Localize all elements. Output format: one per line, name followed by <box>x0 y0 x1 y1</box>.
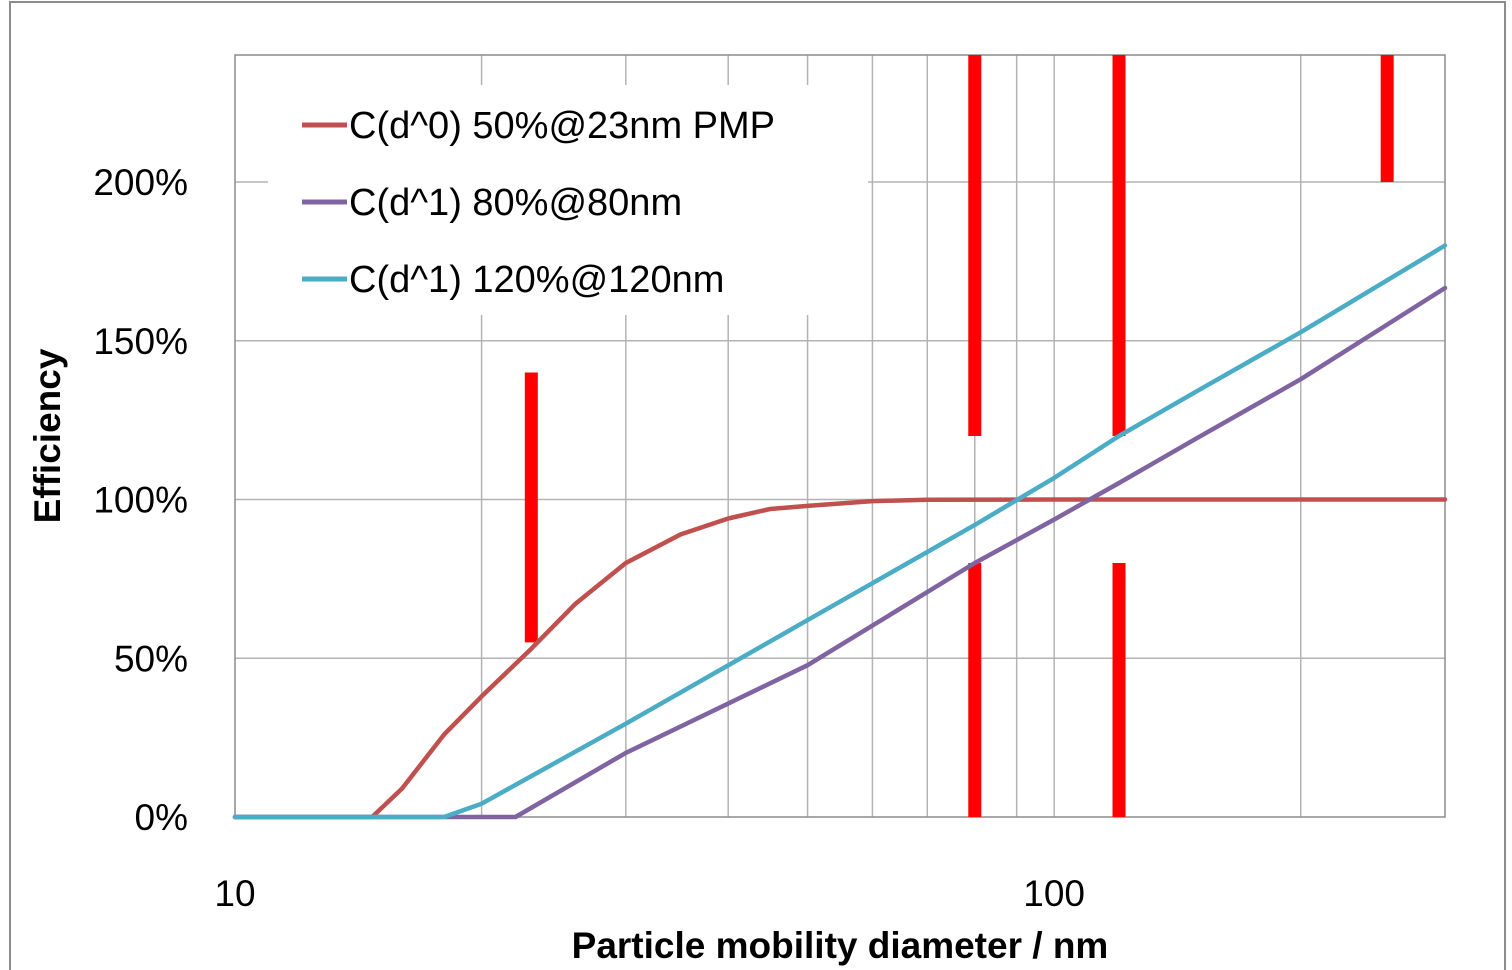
series-line <box>232 243 1448 820</box>
y-tick-label: 200% <box>93 162 188 203</box>
legend-entries: C(d^0) 50%@23nm PMP C(d^1) 80%@80nm C(d^1)… <box>302 105 775 301</box>
x-tick-labels: 10 100 <box>214 873 1085 914</box>
legend-box <box>268 85 868 315</box>
legend: C(d^0) 50%@23nm PMP C(d^1) 80%@80nm C(d^1)… <box>268 85 868 315</box>
y-tick-labels: 0% 50% 100% 150% 200% <box>93 162 188 838</box>
x-tick-label: 10 <box>214 873 255 914</box>
marker-bars <box>524 55 1394 817</box>
legend-label: C(d^1) 80%@80nm <box>349 182 682 224</box>
y-tick-label: 100% <box>93 480 188 521</box>
y-tick-label: 0% <box>135 797 188 838</box>
series-line <box>232 497 1448 820</box>
series-lines <box>232 243 1448 820</box>
x-tick-label: 100 <box>1023 873 1085 914</box>
plot-area-border <box>234 54 1446 818</box>
y-tick-label: 150% <box>93 321 188 362</box>
legend-label: C(d^1) 120%@120nm <box>349 259 724 301</box>
y-axis-title: Efficiency <box>27 348 68 523</box>
series-line <box>232 285 1448 820</box>
legend-label: C(d^0) 50%@23nm PMP <box>349 105 775 147</box>
x-axis-title: Particle mobility diameter / nm <box>572 925 1109 966</box>
y-tick-label: 50% <box>114 638 188 679</box>
